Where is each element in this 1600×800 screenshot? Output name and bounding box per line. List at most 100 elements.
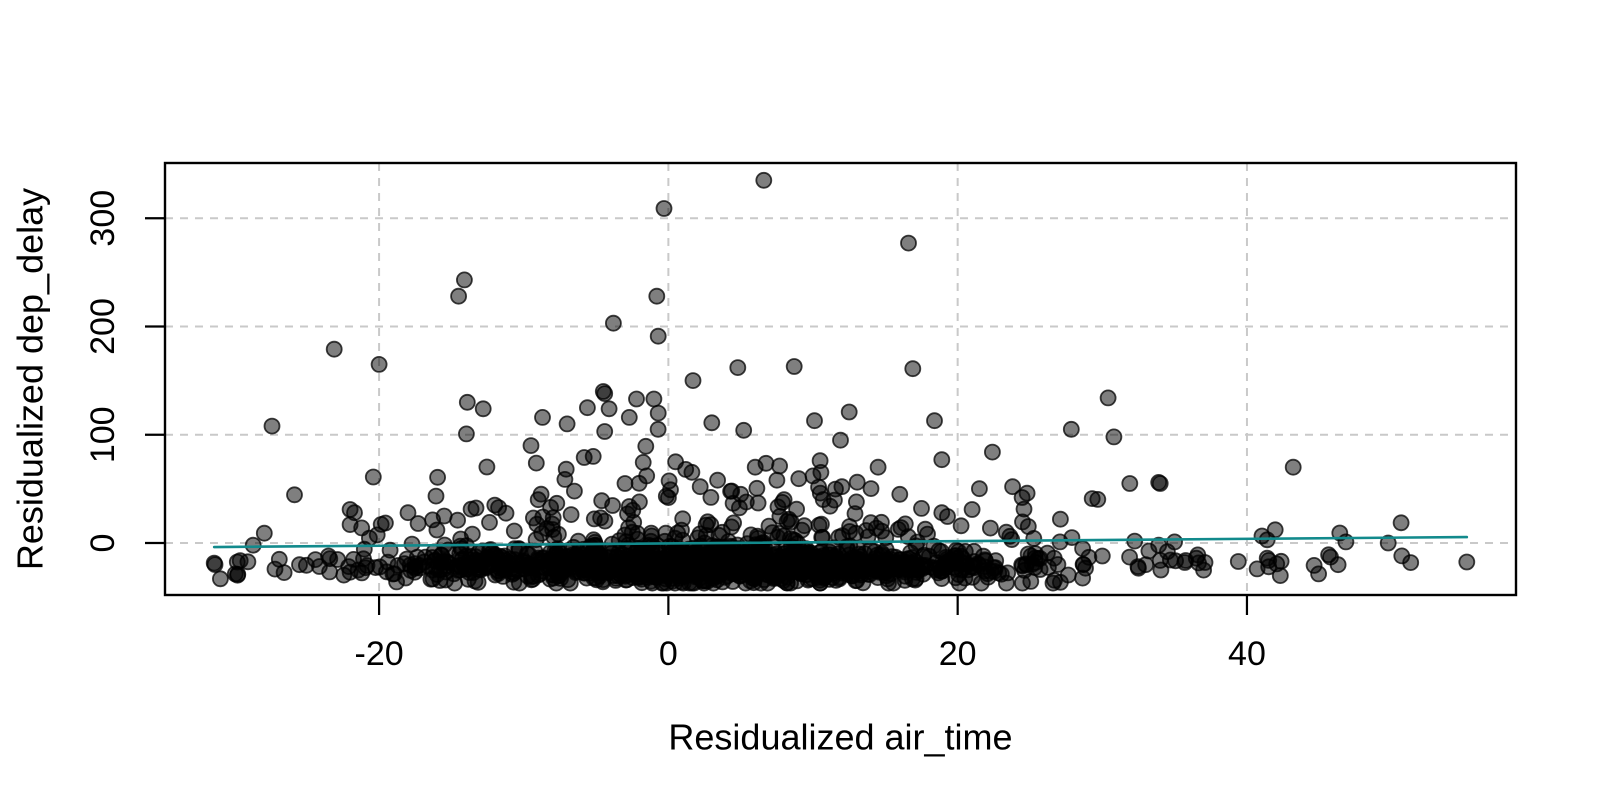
data-point <box>455 271 473 289</box>
data-point <box>891 485 909 503</box>
data-point <box>688 544 705 561</box>
data-point <box>655 200 673 217</box>
data-point <box>673 521 690 539</box>
data-point <box>704 550 721 568</box>
x-tick-label: 40 <box>1228 635 1266 673</box>
data-point <box>1151 475 1169 492</box>
data-point <box>1151 552 1169 569</box>
data-point <box>1105 428 1123 446</box>
data-point <box>1458 553 1476 571</box>
data-point <box>573 558 590 576</box>
data-point <box>900 234 917 252</box>
plot-frame <box>163 161 1518 597</box>
data-point <box>205 554 223 572</box>
data-point <box>557 460 575 478</box>
data-point <box>358 557 376 574</box>
data-point <box>637 437 655 455</box>
data-point <box>729 359 747 377</box>
data-point <box>661 537 678 555</box>
data-point <box>467 499 485 517</box>
data-point <box>723 518 740 536</box>
data-point <box>458 393 476 411</box>
data-point <box>1093 547 1111 565</box>
data-point <box>548 494 566 512</box>
data-point <box>990 564 1008 582</box>
data-point <box>1063 529 1081 546</box>
data-point <box>1284 458 1302 476</box>
data-point <box>775 491 793 509</box>
data-point <box>933 504 951 522</box>
data-point <box>584 447 602 465</box>
data-point <box>435 507 453 525</box>
data-point <box>1320 546 1337 564</box>
data-point <box>522 437 540 455</box>
data-point <box>963 501 981 518</box>
data-point <box>1025 530 1043 547</box>
data-point <box>790 470 808 488</box>
data-point <box>862 480 880 498</box>
data-point <box>1031 550 1049 567</box>
data-point <box>825 539 843 557</box>
data-point <box>806 412 823 430</box>
data-point <box>596 423 614 440</box>
data-point <box>355 540 373 558</box>
data-point <box>841 518 858 535</box>
data-point <box>534 408 551 426</box>
data-point <box>451 545 469 563</box>
data-point <box>782 530 799 547</box>
data-point <box>971 480 988 498</box>
data-point <box>370 355 388 373</box>
data-point <box>917 557 934 574</box>
data-point <box>428 566 446 583</box>
data-point <box>457 425 475 443</box>
data-point <box>634 453 652 471</box>
data-point <box>813 515 830 533</box>
data-point <box>462 558 480 576</box>
data-point <box>585 510 603 528</box>
data-point <box>429 468 447 486</box>
data-point <box>684 372 702 390</box>
y-tick-label: 300 <box>84 190 122 247</box>
data-point <box>428 521 446 539</box>
data-point <box>409 515 427 532</box>
data-point <box>677 561 694 579</box>
x-axis: -20 0 20 40 Residualized air_time <box>355 595 1266 758</box>
data-point <box>795 517 813 535</box>
data-point <box>649 327 667 345</box>
data-point <box>527 454 545 472</box>
data-point <box>1260 558 1278 576</box>
data-point <box>702 488 720 506</box>
x-tick-label: 20 <box>939 635 977 673</box>
data-point <box>325 340 343 358</box>
data-point <box>812 559 830 577</box>
data-point <box>562 506 580 523</box>
data-point <box>353 519 371 537</box>
data-point <box>933 451 951 469</box>
y-axis: 0 100 200 300 Residualized dep_delay <box>10 188 165 570</box>
data-point <box>840 403 858 421</box>
data-point <box>861 557 879 574</box>
data-point <box>833 478 851 496</box>
data-point <box>291 556 308 574</box>
data-point <box>604 497 621 514</box>
data-point <box>558 415 576 433</box>
data-point <box>244 536 262 554</box>
data-point <box>211 570 229 588</box>
data-point <box>600 400 618 418</box>
data-point <box>1310 565 1327 583</box>
data-point <box>1229 553 1247 570</box>
data-point <box>320 547 337 565</box>
data-point <box>913 499 930 517</box>
data-point <box>1176 554 1194 571</box>
data-point <box>748 479 766 497</box>
data-point <box>868 519 885 537</box>
data-point <box>538 520 556 537</box>
data-point <box>848 493 865 511</box>
data-point <box>263 417 281 435</box>
data-point <box>270 550 288 568</box>
data-point <box>594 549 612 567</box>
data-point <box>397 569 415 587</box>
data-point <box>709 471 726 489</box>
